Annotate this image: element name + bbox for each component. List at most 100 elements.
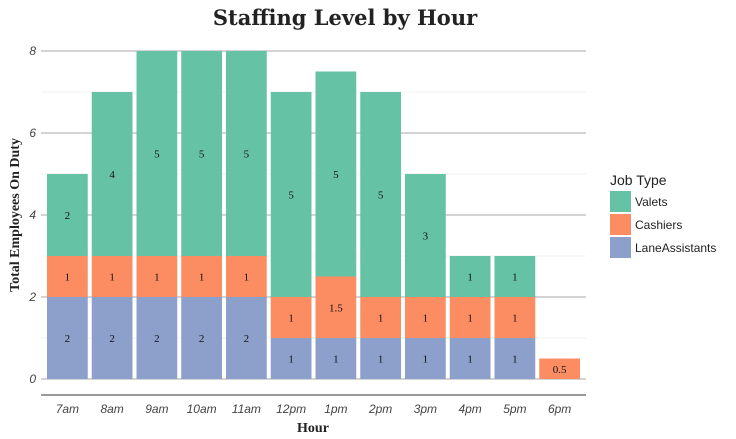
legend-key-cashiers (610, 214, 631, 235)
bar-cashiers-6pm (539, 358, 580, 379)
bar-laneassistants-9am (136, 297, 178, 379)
legend-items: Valets Cashiers LaneAssistants (610, 191, 716, 258)
x-tick-label: 10am (187, 402, 217, 416)
x-tick-label: 11am (232, 402, 261, 416)
bar-cashiers-2pm (360, 297, 401, 338)
value-label-valets-10am: 5 (199, 149, 205, 161)
value-label-laneassistants-2pm: 1 (378, 354, 384, 366)
value-label-cashiers-1pm: 1.5 (329, 302, 343, 314)
bar-laneassistants-10am (181, 297, 222, 379)
legend-label-valets: Valets (635, 195, 667, 209)
bar-valets-7am (47, 174, 88, 256)
value-label-valets-3pm: 3 (423, 231, 429, 243)
bar-laneassistants-4pm (449, 338, 491, 379)
bar-laneassistants-1pm (315, 338, 357, 379)
value-label-valets-5pm: 1 (512, 272, 518, 284)
chart-title: Staffing Level by Hour (213, 5, 478, 30)
value-label-valets-2pm: 5 (378, 190, 384, 202)
x-tick-label: 5pm (503, 402, 526, 416)
bar-cashiers-3pm (405, 297, 446, 338)
bar-cashiers-12pm (270, 297, 312, 338)
bar-laneassistants-8am (91, 297, 133, 379)
bar-laneassistants-5pm (494, 338, 536, 379)
bar-cashiers-1pm (315, 276, 357, 338)
bar-laneassistants-3pm (405, 338, 446, 379)
x-axis-ticks: 7am 8am 9am 10am 11am 12pm 1pm 2pm 3pm 4pm 5pm 6pm (56, 402, 572, 416)
value-label-valets-9am: 5 (154, 149, 160, 161)
bar-valets-3pm (405, 174, 446, 297)
bar-laneassistants-2pm (360, 338, 401, 379)
bar-cashiers-8am (91, 256, 133, 297)
value-label-laneassistants-8am: 2 (109, 333, 115, 345)
value-label-cashiers-8am: 1 (109, 272, 115, 284)
value-label-cashiers-9am: 1 (154, 272, 160, 284)
legend-title: Job Type (610, 172, 667, 188)
x-tick-label: 9am (145, 402, 168, 416)
y-tick-label: 2 (28, 290, 36, 304)
bar-cashiers-4pm (449, 297, 491, 338)
value-label-cashiers-2pm: 1 (378, 313, 384, 325)
y-axis-ticks: 0 2 4 6 8 (28, 44, 36, 386)
value-label-cashiers-11am: 1 (244, 272, 250, 284)
value-label-laneassistants-5pm: 1 (512, 354, 518, 366)
legend-label-laneassistants: LaneAssistants (635, 241, 716, 255)
x-tick-label: 3pm (414, 402, 437, 416)
x-tick-label: 8am (100, 402, 123, 416)
x-axis-title: Hour (297, 421, 329, 436)
y-tick-label: 0 (29, 372, 36, 386)
value-label-laneassistants-11am: 2 (244, 333, 250, 345)
value-label-laneassistants-9am: 2 (154, 333, 160, 345)
x-tick-label: 7am (56, 402, 79, 416)
y-axis-title: Total Employees On Duty (8, 138, 23, 292)
value-label-laneassistants-1pm: 1 (333, 354, 339, 366)
bar-cashiers-11am (226, 256, 267, 297)
bar-laneassistants-7am (47, 297, 88, 379)
bar-cashiers-10am (181, 256, 222, 297)
bars (47, 51, 580, 379)
bar-valets-10am (181, 51, 222, 256)
legend-key-laneassistants (610, 237, 631, 258)
value-label-cashiers-12pm: 1 (288, 313, 294, 325)
value-label-cashiers-4pm: 1 (467, 313, 473, 325)
legend-label-cashiers: Cashiers (635, 218, 682, 232)
value-label-valets-11am: 5 (244, 149, 250, 161)
y-tick-label: 4 (29, 208, 36, 222)
bar-valets-11am (226, 51, 267, 256)
bar-valets-12pm (270, 92, 312, 297)
x-tick-label: 6pm (548, 402, 571, 416)
bar-cashiers-5pm (494, 297, 536, 338)
bar-value-labels: 2 1 2 2 1 4 2 1 5 2 1 5 2 1 5 1 1 5 1 1.5 5 1 1 5 1 1 3 1 1 1 1 1 1 0.5 (65, 149, 567, 376)
value-label-laneassistants-7am: 2 (65, 333, 71, 345)
value-label-cashiers-3pm: 1 (423, 313, 429, 325)
value-label-laneassistants-10am: 2 (199, 333, 205, 345)
bar-valets-2pm (360, 92, 401, 297)
legend: Job Type Valets Cashiers LaneAssistants (610, 172, 716, 258)
value-label-laneassistants-12pm: 1 (288, 354, 294, 366)
x-tick-label: 4pm (458, 402, 481, 416)
x-tick-label: 1pm (324, 402, 347, 416)
legend-key-valets (610, 191, 631, 212)
value-label-cashiers-10am: 1 (199, 272, 205, 284)
value-label-laneassistants-3pm: 1 (423, 354, 429, 366)
value-label-valets-1pm: 5 (333, 169, 339, 181)
bar-cashiers-9am (136, 256, 178, 297)
y-tick-label: 8 (29, 44, 36, 58)
bar-valets-8am (91, 92, 133, 256)
value-label-cashiers-5pm: 1 (512, 313, 518, 325)
bar-valets-5pm (494, 256, 536, 297)
value-label-cashiers-7am: 1 (65, 272, 71, 284)
bar-valets-9am (136, 51, 178, 256)
value-label-valets-4pm: 1 (467, 272, 473, 284)
bar-cashiers-7am (47, 256, 88, 297)
value-label-cashiers-6pm: 0.5 (553, 364, 567, 376)
y-tick-label: 6 (29, 126, 36, 140)
value-label-laneassistants-4pm: 1 (467, 354, 473, 366)
bar-laneassistants-11am (226, 297, 267, 379)
bar-laneassistants-12pm (270, 338, 312, 379)
value-label-valets-12pm: 5 (288, 190, 294, 202)
bar-valets-1pm (315, 71, 357, 277)
value-label-valets-7am: 2 (65, 210, 71, 222)
bar-valets-4pm (449, 256, 491, 297)
value-label-valets-8am: 4 (109, 169, 115, 181)
